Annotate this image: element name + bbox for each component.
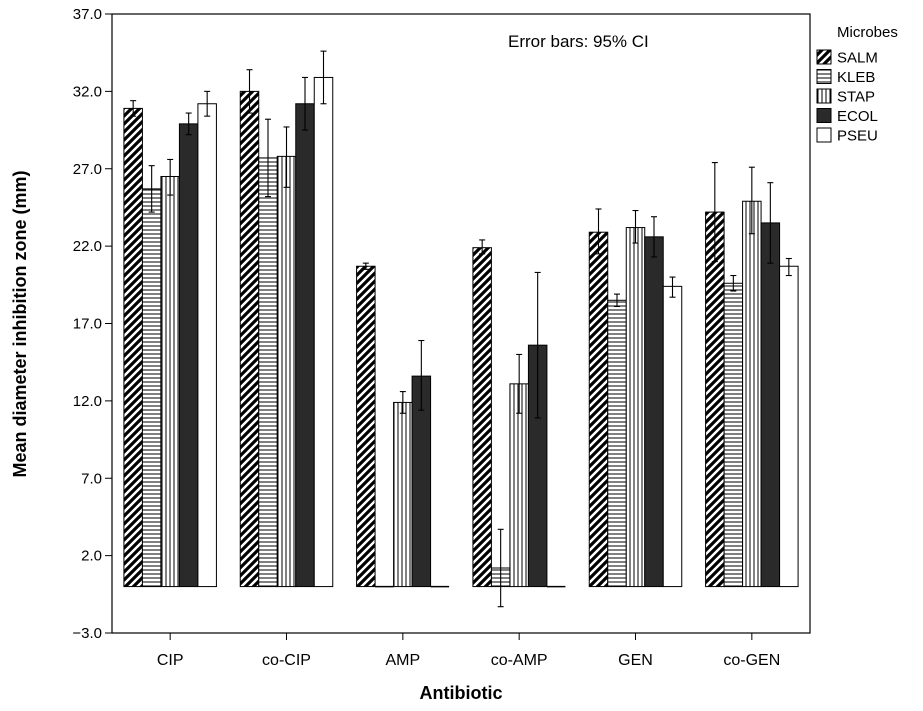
- legend-label-salm: SALM: [837, 50, 878, 67]
- legend-title: Microbes: [837, 24, 898, 41]
- y-tick-label: 7.0: [81, 470, 102, 487]
- error-bars-group: [130, 50, 792, 608]
- y-tick-label: 37.0: [73, 6, 102, 23]
- bar-salm: [705, 211, 725, 588]
- bar-salm: [588, 231, 609, 588]
- bar-ecol: [178, 123, 199, 588]
- bar-stap: [742, 200, 762, 588]
- bar-stap: [509, 383, 529, 588]
- y-tick-label: 22.0: [73, 238, 102, 255]
- annotation-text: Error bars: 95% CI: [508, 32, 649, 51]
- bar-kleb: [141, 188, 162, 588]
- x-tick-label: AMP: [385, 652, 420, 669]
- bar-salm: [123, 107, 143, 588]
- y-tick-label: 17.0: [73, 316, 102, 333]
- bar-pseu: [313, 76, 334, 588]
- legend: Microbes SALM KLEB STAP ECOL PSEU: [816, 24, 898, 145]
- bar-ecol: [295, 103, 315, 588]
- bar-salm: [356, 265, 376, 588]
- bars-group: [123, 76, 799, 588]
- bar-stap: [625, 227, 646, 588]
- x-axis-title: Antibiotic: [420, 683, 503, 703]
- bar-pseu: [779, 265, 799, 588]
- x-tick-label: co-GEN: [723, 652, 780, 669]
- y-axis-title: Mean diameter inhibition zone (mm): [10, 170, 30, 477]
- bar-kleb: [607, 299, 627, 588]
- y-tick-label: −3.0: [72, 625, 102, 642]
- x-tick-label: GEN: [618, 652, 653, 669]
- bar-salm: [472, 247, 492, 588]
- bar-stap: [160, 175, 180, 588]
- y-tick-label: 27.0: [73, 161, 102, 178]
- legend-label-pseu: PSEU: [837, 128, 878, 145]
- bar-kleb: [258, 157, 278, 588]
- legend-swatch-stap: [816, 88, 832, 104]
- y-axis-ticks: −3.0 2.0 7.0 12.0 17.0 22.0 27.0 32.0 37.0: [72, 6, 112, 642]
- bar-pseu: [662, 285, 683, 588]
- bar-stap: [276, 155, 297, 588]
- x-tick-label: co-CIP: [262, 652, 311, 669]
- legend-swatch-salm: [816, 49, 832, 65]
- legend-items: SALM KLEB STAP ECOL PSEU: [816, 49, 878, 145]
- bar-kleb: [723, 282, 744, 588]
- x-tick-label: CIP: [157, 652, 184, 669]
- bar-stap: [393, 401, 413, 588]
- legend-label-ecol: ECOL: [837, 108, 878, 125]
- bar-pseu: [197, 103, 217, 588]
- y-tick-label: 2.0: [81, 548, 102, 565]
- legend-label-kleb: KLEB: [837, 69, 875, 86]
- legend-swatch-kleb: [816, 69, 832, 84]
- bar-ecol: [644, 236, 664, 588]
- x-tick-label: co-AMP: [491, 652, 548, 669]
- y-tick-label: 32.0: [73, 83, 102, 100]
- legend-swatch-ecol: [816, 108, 832, 123]
- x-axis-ticks: CIP co-CIP AMP co-AMP GEN co-GEN: [157, 633, 780, 669]
- legend-swatch-pseu: [816, 127, 832, 143]
- bar-salm: [239, 90, 260, 588]
- legend-label-stap: STAP: [837, 89, 875, 106]
- y-tick-label: 12.0: [73, 393, 102, 410]
- bar-ecol: [760, 222, 781, 588]
